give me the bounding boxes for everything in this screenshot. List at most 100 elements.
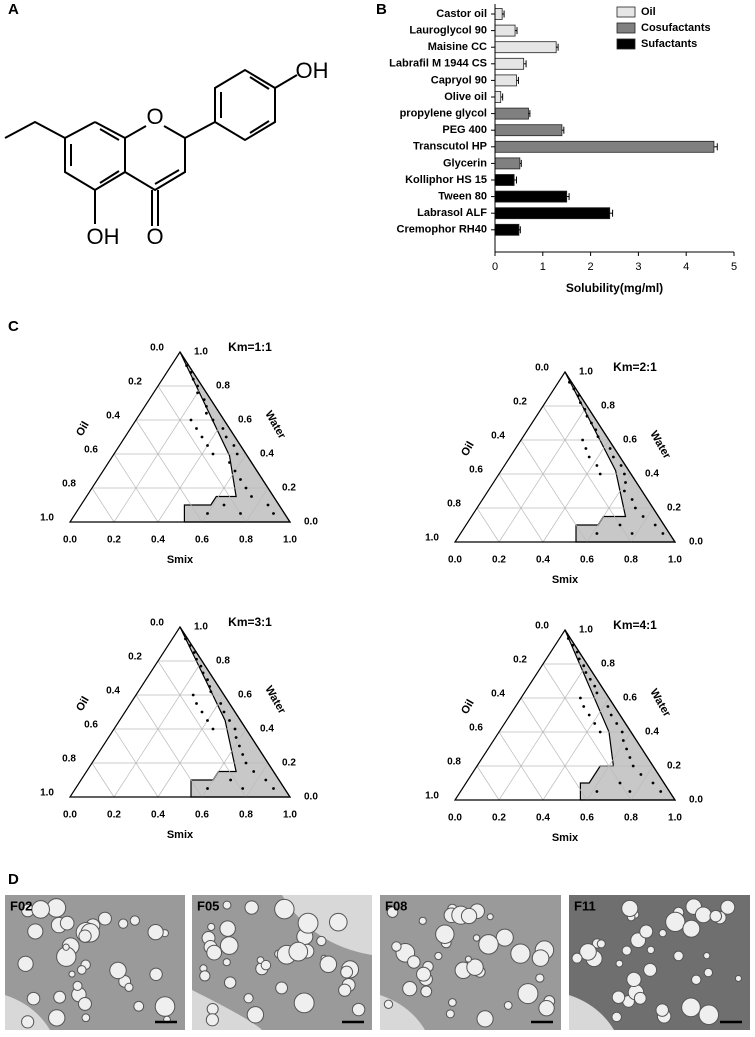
grid-line bbox=[542, 697, 610, 801]
tick-label: 0.8 bbox=[239, 535, 253, 546]
error-bar bbox=[713, 143, 718, 151]
data-point bbox=[621, 739, 625, 742]
droplet bbox=[503, 1001, 513, 1010]
tick-label: 0.0 bbox=[689, 537, 703, 548]
droplet bbox=[26, 991, 41, 1006]
droplet bbox=[244, 900, 259, 915]
droplet bbox=[98, 911, 112, 926]
data-point bbox=[595, 464, 599, 467]
data-point bbox=[585, 414, 589, 418]
triangle bbox=[68, 350, 292, 523]
droplet bbox=[435, 924, 455, 944]
error-bar bbox=[566, 193, 570, 201]
droplet bbox=[53, 990, 67, 1004]
tick-label: 0.0 bbox=[535, 363, 549, 374]
droplet bbox=[81, 1013, 91, 1023]
axis-label: Water bbox=[262, 409, 288, 442]
tick-label: 0.4 bbox=[260, 724, 274, 735]
droplet bbox=[133, 1000, 145, 1012]
droplet bbox=[495, 928, 514, 947]
axis-label: Oil bbox=[74, 695, 92, 714]
chart-title: Km=1:1 bbox=[228, 340, 272, 354]
data-point bbox=[582, 664, 586, 668]
data-point bbox=[195, 702, 198, 705]
tick-label: 0.0 bbox=[535, 621, 549, 632]
tick-label: 0.6 bbox=[580, 813, 594, 824]
micrograph-label: F08 bbox=[385, 898, 407, 913]
tick-label: 0.8 bbox=[624, 555, 638, 566]
atom-label: O bbox=[146, 224, 163, 249]
data-point bbox=[228, 719, 231, 722]
x-axis-label: Solubility(mg/ml) bbox=[566, 281, 663, 295]
tick-label: 0.6 bbox=[623, 693, 637, 704]
droplet bbox=[665, 911, 686, 933]
data-point bbox=[252, 770, 256, 773]
grid-line bbox=[586, 473, 632, 543]
data-point bbox=[200, 435, 204, 439]
droplet bbox=[420, 985, 433, 998]
tick-label: 0.4 bbox=[645, 727, 659, 738]
tick-label: 0.2 bbox=[492, 555, 506, 566]
droplet bbox=[621, 945, 632, 956]
axis-label: Smix bbox=[552, 832, 579, 844]
data-point bbox=[625, 747, 628, 751]
data-point bbox=[239, 512, 242, 515]
light-area bbox=[569, 995, 614, 1030]
droplet bbox=[207, 922, 216, 932]
droplet bbox=[219, 936, 239, 955]
data-point bbox=[661, 532, 665, 535]
data-point bbox=[598, 472, 602, 476]
y-tick-label: Transcutol HP bbox=[413, 141, 487, 153]
tick-label: 0.6 bbox=[469, 465, 483, 476]
data-point bbox=[202, 398, 206, 401]
data-point bbox=[653, 523, 657, 527]
data-point bbox=[590, 421, 593, 425]
droplet bbox=[206, 944, 223, 961]
droplet bbox=[274, 898, 295, 920]
grid-line bbox=[476, 507, 500, 543]
data-point bbox=[205, 411, 208, 415]
grid-line bbox=[113, 660, 203, 798]
grid-line bbox=[630, 765, 654, 801]
grid-line bbox=[245, 762, 269, 798]
data-point bbox=[272, 787, 275, 790]
droplet bbox=[78, 929, 92, 943]
data-point bbox=[623, 489, 626, 493]
grid-line bbox=[498, 405, 588, 543]
legend-label: Cosufactants bbox=[641, 22, 711, 34]
droplet bbox=[59, 915, 75, 931]
droplet bbox=[531, 949, 550, 967]
bar bbox=[494, 207, 611, 220]
data-point bbox=[189, 418, 193, 422]
grid-line bbox=[586, 731, 632, 801]
bar bbox=[494, 24, 516, 37]
tick-label: 1.0 bbox=[194, 622, 208, 633]
droplet bbox=[579, 943, 597, 961]
chart-title: Km=4:1 bbox=[613, 618, 657, 632]
x-tick-label: 2 bbox=[588, 261, 594, 273]
droplet bbox=[709, 909, 723, 923]
tick-label: 0.4 bbox=[106, 411, 120, 422]
droplet bbox=[293, 992, 315, 1014]
tick-label: 0.2 bbox=[667, 503, 681, 514]
data-point bbox=[222, 710, 226, 714]
bar bbox=[494, 107, 529, 120]
light-area bbox=[192, 895, 372, 1030]
data-point bbox=[623, 472, 626, 476]
axis-label: Water bbox=[262, 684, 288, 717]
droplet bbox=[466, 958, 484, 976]
data-point bbox=[211, 452, 215, 456]
tick-label: 0.0 bbox=[448, 813, 462, 824]
micrograph-label: F11 bbox=[574, 898, 596, 913]
micrograph: F08 bbox=[380, 895, 561, 1030]
data-point bbox=[264, 778, 268, 782]
grid-line bbox=[542, 439, 610, 543]
droplet bbox=[734, 974, 742, 982]
data-point bbox=[577, 657, 581, 661]
data-point bbox=[606, 705, 610, 708]
grid-line bbox=[91, 762, 115, 798]
droplet bbox=[472, 934, 481, 942]
data-point bbox=[630, 532, 634, 535]
droplet bbox=[149, 967, 163, 982]
droplet bbox=[319, 955, 338, 974]
